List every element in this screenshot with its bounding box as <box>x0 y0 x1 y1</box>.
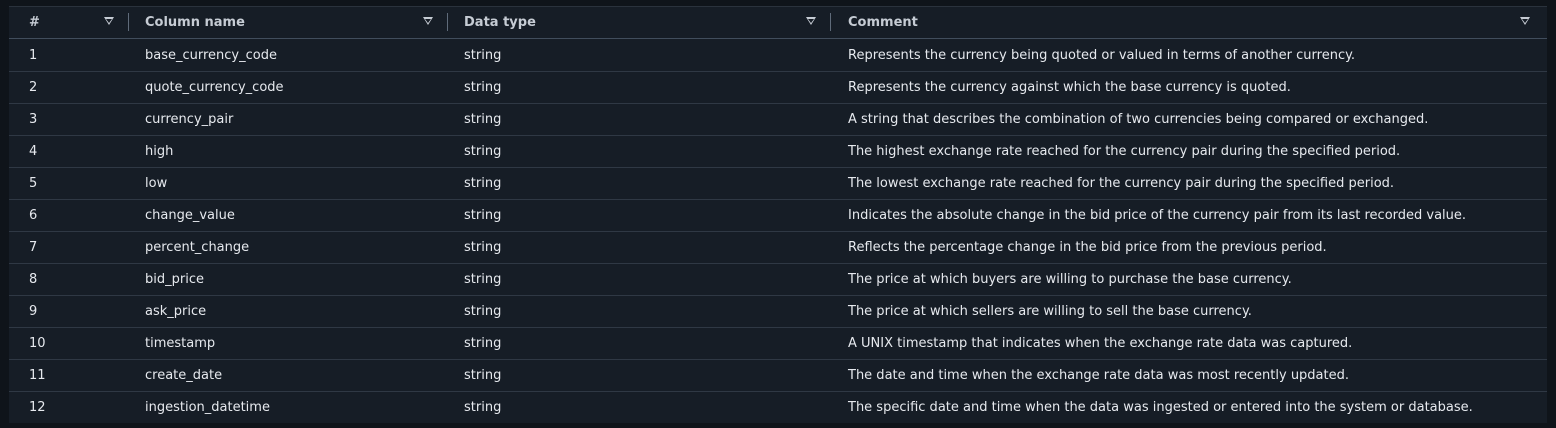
header-column-name[interactable]: Column name <box>145 15 245 30</box>
data-type: string <box>464 271 502 287</box>
column-name: ask_price <box>145 303 207 319</box>
column-name: percent_change <box>145 239 250 255</box>
row-number: 9 <box>29 303 38 319</box>
data-type: string <box>464 47 502 63</box>
comment: The price at which buyers are willing to… <box>848 271 1292 287</box>
data-type: string <box>464 207 502 223</box>
column-name: change_value <box>145 207 235 223</box>
data-type: string <box>464 79 502 95</box>
data-type: string <box>464 111 502 127</box>
row-number: 1 <box>29 47 38 63</box>
data-type: string <box>464 175 502 191</box>
schema-table: # Column name Data type Comment 1 base_c… <box>9 6 1547 423</box>
comment: The highest exchange rate reached for th… <box>848 143 1401 159</box>
table-row: 9 ask_price string The price at which se… <box>9 295 1547 328</box>
table-row: 5 low string The lowest exchange rate re… <box>9 167 1547 200</box>
row-number: 8 <box>29 271 38 287</box>
data-type: string <box>464 367 502 383</box>
comment: The date and time when the exchange rate… <box>848 367 1350 383</box>
sort-caret-down-icon[interactable] <box>104 17 114 25</box>
column-name: base_currency_code <box>145 47 277 63</box>
table-row: 1 base_currency_code string Represents t… <box>9 39 1547 72</box>
row-number: 11 <box>29 367 46 383</box>
table-row: 10 timestamp string A UNIX timestamp tha… <box>9 327 1547 360</box>
data-type: string <box>464 143 502 159</box>
data-type: string <box>464 239 502 255</box>
column-resizer[interactable] <box>447 13 448 31</box>
row-number: 3 <box>29 111 38 127</box>
sort-caret-down-icon[interactable] <box>423 17 433 25</box>
comment: The lowest exchange rate reached for the… <box>848 175 1395 191</box>
data-type: string <box>464 335 502 351</box>
column-resizer[interactable] <box>830 13 831 31</box>
row-number: 4 <box>29 143 38 159</box>
table-row: 12 ingestion_datetime string The specifi… <box>9 391 1547 423</box>
row-number: 12 <box>29 399 46 415</box>
column-name: create_date <box>145 367 223 383</box>
table-row: 3 currency_pair string A string that des… <box>9 103 1547 136</box>
sort-caret-down-icon[interactable] <box>1520 17 1530 25</box>
comment: A UNIX timestamp that indicates when the… <box>848 335 1353 351</box>
header-data-type[interactable]: Data type <box>464 15 536 30</box>
data-type: string <box>464 399 502 415</box>
row-number: 2 <box>29 79 38 95</box>
column-name: timestamp <box>145 335 216 351</box>
comment: Indicates the absolute change in the bid… <box>848 207 1467 223</box>
column-name: low <box>145 175 168 191</box>
comment: The specific date and time when the data… <box>848 399 1473 415</box>
row-number: 6 <box>29 207 38 223</box>
comment: Reflects the percentage change in the bi… <box>848 239 1327 255</box>
comment: A string that describes the combination … <box>848 111 1429 127</box>
row-number: 5 <box>29 175 38 191</box>
table-row: 4 high string The highest exchange rate … <box>9 135 1547 168</box>
sort-caret-down-icon[interactable] <box>806 17 816 25</box>
column-name: ingestion_datetime <box>145 399 270 415</box>
header-comment[interactable]: Comment <box>848 15 918 30</box>
table-row: 11 create_date string The date and time … <box>9 359 1547 392</box>
row-number: 7 <box>29 239 38 255</box>
row-number: 10 <box>29 335 46 351</box>
column-name: bid_price <box>145 271 204 287</box>
table-row: 7 percent_change string Reflects the per… <box>9 231 1547 264</box>
table-row: 2 quote_currency_code string Represents … <box>9 71 1547 104</box>
data-type: string <box>464 303 502 319</box>
column-resizer[interactable] <box>128 13 129 31</box>
column-name: currency_pair <box>145 111 234 127</box>
comment: Represents the currency being quoted or … <box>848 47 1356 63</box>
header-number[interactable]: # <box>29 15 40 30</box>
comment: Represents the currency against which th… <box>848 79 1291 95</box>
comment: The price at which sellers are willing t… <box>848 303 1252 319</box>
table-header: # Column name Data type Comment <box>9 7 1547 39</box>
table-row: 6 change_value string Indicates the abso… <box>9 199 1547 232</box>
column-name: high <box>145 143 174 159</box>
table-row: 8 bid_price string The price at which bu… <box>9 263 1547 296</box>
column-name: quote_currency_code <box>145 79 284 95</box>
